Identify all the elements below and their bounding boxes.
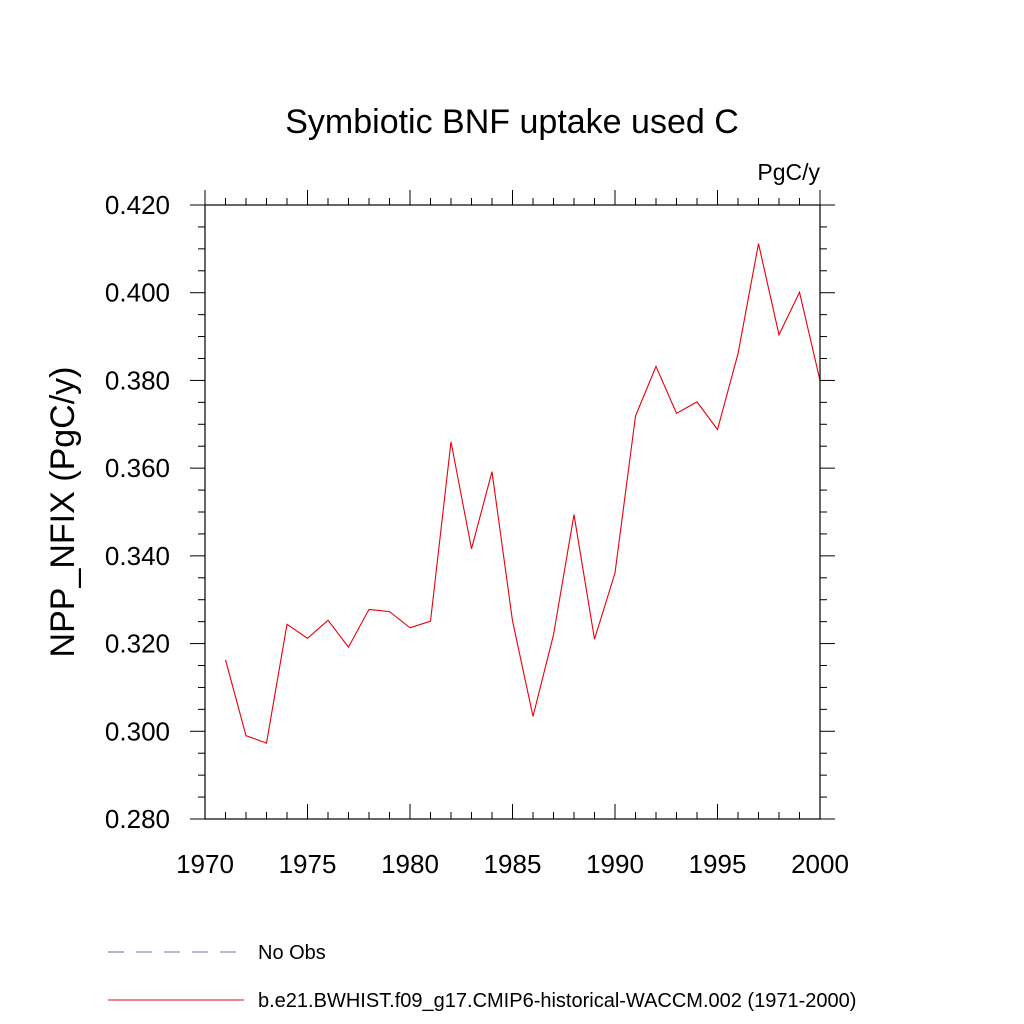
x-tick-label: 1990 [586,849,644,879]
y-tick-label: 0.380 [105,365,170,395]
y-tick-label: 0.300 [105,716,170,746]
x-tick-label: 2000 [791,849,849,879]
x-tick-labels: 1970 1975 1980 1985 1990 1995 2000 [176,849,849,879]
legend-label: No Obs [258,942,326,964]
x-tick-label: 1970 [176,849,234,879]
legend: No Obs b.e21.BWHIST.f09_g17.CMIP6-histori… [108,942,856,1012]
y-tick-label: 0.420 [105,190,170,220]
y-tick-label: 0.400 [105,278,170,308]
y-tick-label: 0.360 [105,453,170,483]
series-line [224,243,821,744]
x-tick-label: 1975 [279,849,337,879]
legend-label: b.e21.BWHIST.f09_g17.CMIP6-historical-WA… [258,990,856,1012]
series-layer [224,243,821,744]
y-axis-label: NPP_NFIX (PgC/y) [44,367,82,658]
y-tick-labels: 0.280 0.300 0.320 0.340 0.360 0.380 0.400 0.420 [105,190,170,834]
y-tick-label: 0.280 [105,804,170,834]
x-tick-label: 1980 [381,849,439,879]
x-tick-label: 1995 [689,849,747,879]
chart-title: Symbiotic BNF uptake used C [285,103,739,141]
y-tick-label: 0.320 [105,629,170,659]
units-label: PgC/y [757,159,820,185]
x-tick-label: 1985 [484,849,542,879]
plot-frame [204,204,821,820]
y-tick-label: 0.340 [105,541,170,571]
axis-ticks [190,190,835,820]
